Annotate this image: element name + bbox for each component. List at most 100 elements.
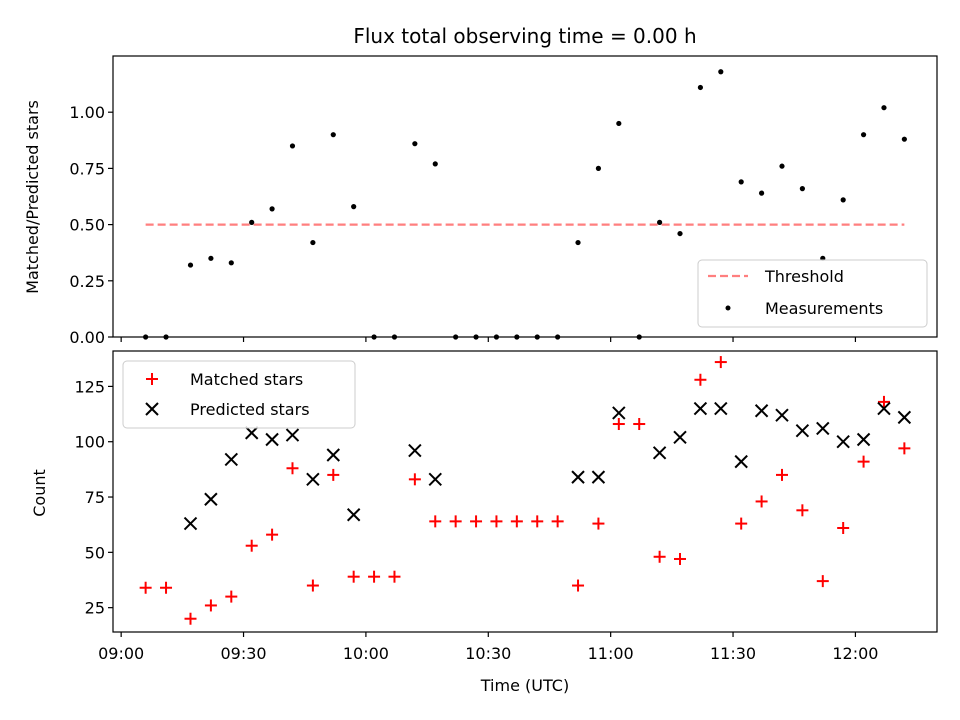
- count-panel: Count Time (UTC) 25 50 75 100 125 09:00 09:30…: [30, 350, 938, 695]
- count-y-tick-label: 100: [74, 433, 105, 452]
- measurement-point: [310, 239, 316, 246]
- matched-stars-point: [184, 612, 197, 625]
- matched-stars-point: [225, 590, 238, 603]
- ratio-y-axis-label: Matched/Predicted stars: [23, 100, 42, 294]
- count-x-tick-label: 11:30: [710, 644, 756, 663]
- matched-stars-point: [898, 442, 911, 455]
- ratio-y-tick-label: 0.25: [69, 272, 105, 291]
- legend-measurements-label: Measurements: [765, 299, 883, 318]
- predicted-stars-point: [877, 401, 891, 416]
- count-legend: Matched stars Predicted stars: [122, 360, 356, 429]
- matched-stars-point: [286, 462, 299, 475]
- predicted-stars-point: [714, 401, 728, 416]
- measurement-point: [432, 161, 438, 167]
- count-x-axis: 09:00 09:30 10:00 10:30 11:00 11:30 12:00: [98, 632, 878, 663]
- matched-stars-point: [531, 515, 544, 528]
- predicted-stars-point: [897, 410, 912, 425]
- predicted-stars-point: [652, 446, 667, 460]
- predicted-stars-point: [693, 401, 708, 416]
- measurement-point: [758, 190, 765, 196]
- matched-stars-point: [306, 579, 319, 592]
- legend-matched-swatch: [146, 373, 158, 385]
- matched-stars-point: [592, 517, 605, 530]
- matched-stars-point: [245, 539, 258, 552]
- matched-stars-point: [510, 515, 523, 528]
- count-x-tick-label: 12:00: [832, 644, 878, 663]
- predicted-stars-point: [306, 472, 320, 487]
- matched-stars-point: [857, 455, 870, 468]
- measurement-point: [269, 206, 275, 212]
- ratio-legend-box: [697, 259, 928, 328]
- measurement-point: [351, 204, 357, 210]
- ratio-plot-area: [143, 69, 907, 340]
- measurement-point: [799, 186, 805, 192]
- matched-stars-point: [327, 468, 340, 481]
- matched-stars-point: [796, 504, 809, 517]
- predicted-stars-point: [408, 443, 422, 458]
- legend-matched-label: Matched stars: [190, 370, 303, 389]
- measurement-point: [881, 105, 887, 111]
- ratio-y-tick-label: 1.00: [69, 103, 105, 122]
- predicted-stars-point: [265, 432, 279, 447]
- matched-stars-point: [694, 373, 707, 386]
- measurement-point: [575, 239, 581, 246]
- count-y-tick-label: 25: [85, 599, 105, 618]
- count-x-axis-label: Time (UTC): [480, 676, 569, 695]
- predicted-stars-point: [428, 472, 442, 487]
- legend-predicted-label: Predicted stars: [190, 400, 310, 419]
- measurement-point: [187, 262, 194, 268]
- measurement-point: [860, 132, 867, 138]
- legend-measurements-swatch: [725, 305, 731, 311]
- count-x-tick-label: 10:00: [343, 644, 389, 663]
- matched-stars-point: [877, 395, 890, 408]
- ratio-y-tick-label: 0.00: [69, 328, 105, 347]
- predicted-stars-point: [673, 430, 687, 444]
- measurement-point: [718, 69, 724, 75]
- matched-stars-point: [816, 575, 829, 588]
- matched-stars-point: [714, 356, 727, 369]
- matched-stars-point: [612, 418, 625, 431]
- matched-stars-point: [388, 570, 401, 583]
- matched-stars-point: [449, 515, 462, 528]
- matched-stars-point: [204, 599, 217, 612]
- count-y-tick-label: 50: [85, 543, 105, 562]
- matched-stars-point: [837, 522, 850, 535]
- matched-stars-point: [735, 517, 748, 530]
- matched-stars-point: [572, 579, 585, 592]
- count-plot-area: [139, 356, 912, 625]
- predicted-stars-point: [346, 508, 361, 522]
- count-x-tick-label: 10:30: [465, 644, 511, 663]
- ratio-axes-frame: [112, 55, 938, 338]
- measurement-point: [779, 163, 785, 169]
- predicted-stars-point: [571, 470, 585, 484]
- measurement-point: [697, 84, 704, 91]
- matched-stars-point: [347, 570, 360, 583]
- predicted-stars-point: [816, 421, 830, 436]
- predicted-stars-point: [224, 452, 239, 467]
- matched-stars-point: [408, 473, 421, 486]
- count-y-tick-label: 125: [74, 377, 105, 396]
- matched-stars-point: [490, 515, 503, 528]
- measurement-point: [657, 219, 663, 225]
- measurement-point: [840, 197, 846, 203]
- matched-stars-point: [775, 468, 788, 481]
- matched-stars-point: [160, 581, 173, 594]
- measurement-point: [330, 132, 336, 138]
- count-x-tick-label: 11:00: [588, 644, 634, 663]
- count-x-tick-label: 09:00: [98, 644, 144, 663]
- matched-stars-point: [470, 515, 483, 528]
- measurement-point: [901, 136, 907, 142]
- measurement-point: [249, 219, 255, 225]
- measurement-point: [412, 141, 418, 147]
- count-y-axis: 25 50 75 100 125: [74, 377, 113, 618]
- matched-stars-point: [653, 550, 666, 563]
- predicted-stars-point: [244, 426, 259, 440]
- count-y-axis-label: Count: [30, 469, 49, 517]
- matched-stars-point: [368, 570, 381, 583]
- measurement-point: [208, 255, 214, 261]
- ratio-legend: Threshold Measurements: [697, 259, 928, 328]
- predicted-stars-point: [775, 408, 789, 422]
- measurement-point: [228, 260, 234, 266]
